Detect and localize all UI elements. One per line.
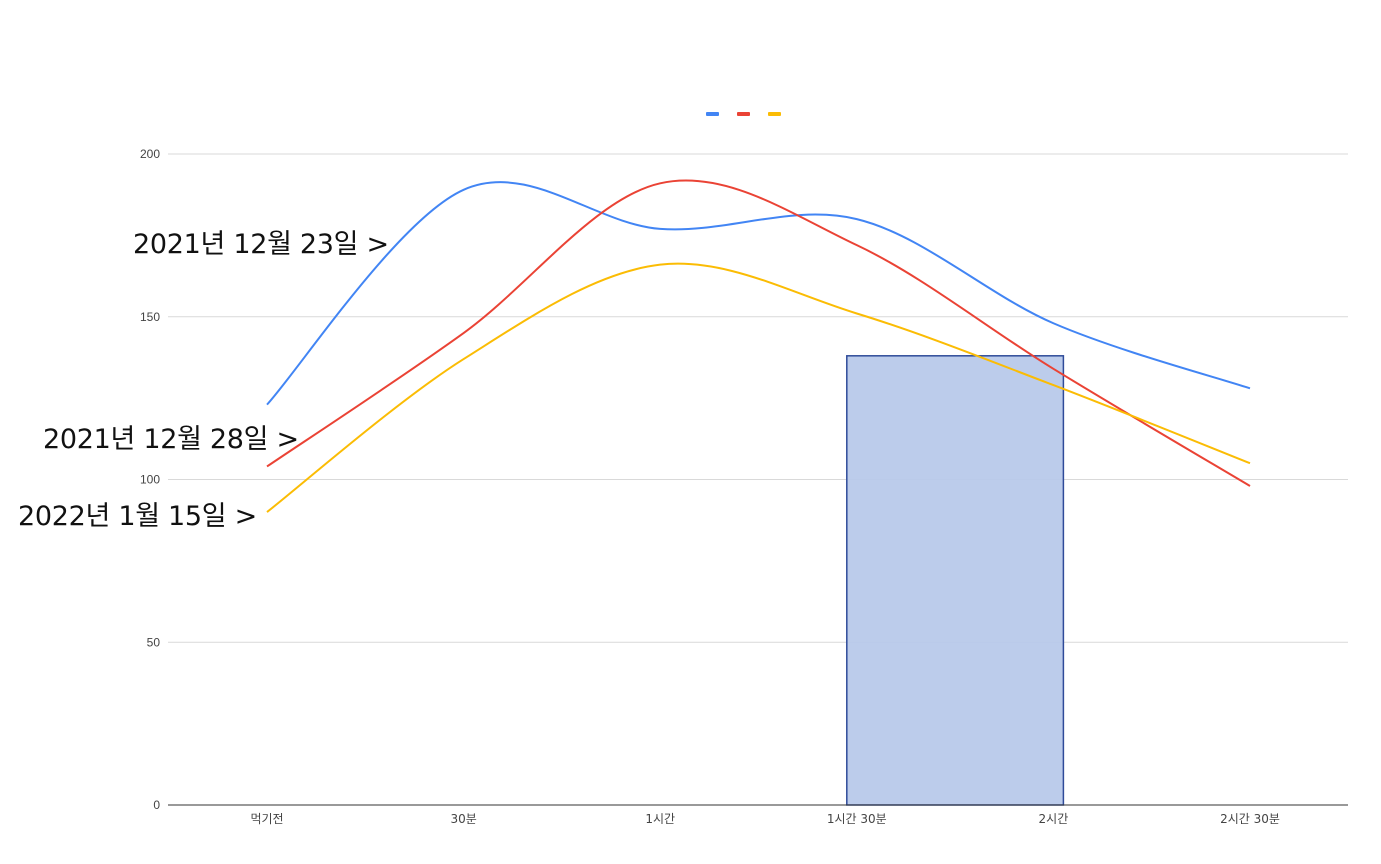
series-line-3 [266, 262, 1251, 513]
series-line-1 [266, 181, 1251, 406]
series-label-3: 2022년 1월 15일 > [18, 501, 257, 532]
highlight-rect [846, 355, 1065, 806]
x-axis-ticks: 먹기전 30분 1시간 1시간 30분 2시간 2시간 30분 [250, 812, 1279, 826]
x-tick-label: 30분 [450, 812, 476, 826]
y-axis-ticks: 0 50 100 150 200 [140, 147, 160, 812]
legend-swatch-1 [706, 112, 719, 116]
y-tick-label: 200 [140, 147, 160, 161]
legend-swatch-3 [768, 112, 781, 116]
gridlines [168, 153, 1348, 643]
y-tick-label: 100 [140, 473, 160, 487]
legend [706, 112, 781, 116]
series-line-2 [266, 179, 1251, 487]
series-label-1: 2021년 12월 23일 > [133, 229, 389, 260]
x-tick-label: 2시간 [1039, 812, 1069, 826]
y-tick-label: 150 [140, 310, 160, 324]
y-tick-label: 0 [153, 798, 160, 812]
legend-swatch-2 [737, 112, 750, 116]
highlight-region [846, 355, 1065, 806]
x-tick-label: 먹기전 [250, 812, 283, 826]
x-tick-label: 1시간 30분 [827, 812, 887, 826]
series-lines [266, 179, 1251, 513]
x-tick-label: 2시간 30분 [1220, 812, 1280, 826]
y-tick-label: 50 [147, 635, 161, 649]
series-label-2: 2021년 12월 28일 > [43, 424, 299, 455]
x-tick-label: 1시간 [645, 812, 675, 826]
